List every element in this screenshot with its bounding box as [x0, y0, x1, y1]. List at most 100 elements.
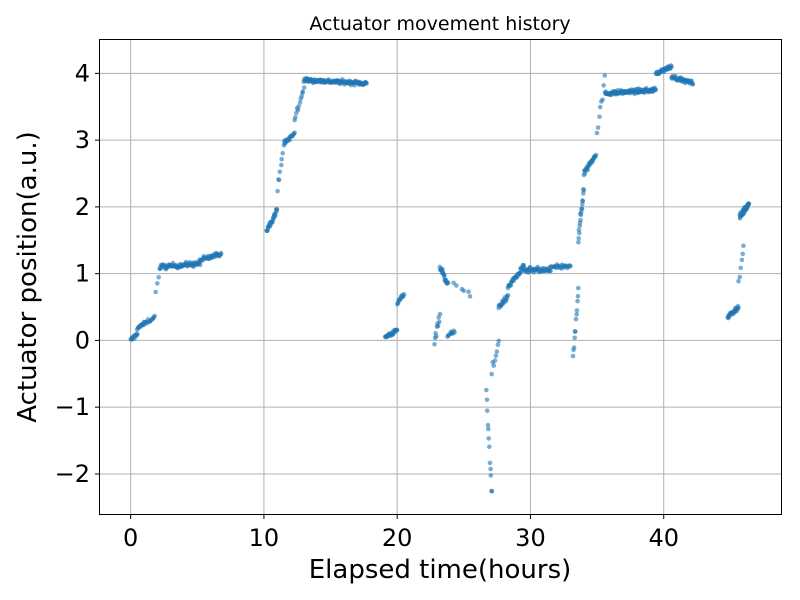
data-point — [495, 342, 501, 348]
data-point — [454, 283, 459, 288]
data-point — [690, 82, 696, 87]
data-point — [280, 150, 286, 156]
y-tick-label: 2 — [75, 193, 90, 221]
data-point — [568, 264, 573, 269]
data-point — [578, 217, 583, 223]
data-point — [496, 338, 502, 344]
data-point — [574, 308, 580, 313]
data-point — [576, 235, 581, 241]
data-point — [573, 316, 579, 322]
data-point — [461, 288, 467, 294]
y-tick-label: 0 — [75, 326, 90, 354]
data-point — [492, 358, 498, 363]
y-axis-ticks: −2 −1 0 1 2 3 4 — [55, 59, 100, 488]
data-point — [485, 422, 491, 428]
data-point — [575, 298, 580, 304]
y-tick-label: 4 — [75, 59, 90, 87]
y-tick-label: −2 — [55, 460, 90, 488]
y-tick-label: 1 — [75, 260, 90, 288]
data-point — [593, 152, 599, 158]
data-point — [576, 285, 581, 291]
data-point — [197, 262, 203, 268]
data-point — [575, 293, 581, 299]
data-point — [433, 334, 439, 339]
data-point — [279, 162, 284, 168]
data-point — [275, 188, 280, 194]
chart-title: Actuator movement history — [309, 13, 570, 35]
data-points — [128, 63, 752, 494]
data-point — [581, 187, 587, 193]
data-point — [571, 345, 577, 350]
data-point — [576, 239, 581, 245]
data-point — [736, 305, 741, 311]
data-point — [445, 280, 451, 285]
plot-frame — [99, 39, 782, 515]
data-point — [489, 488, 495, 494]
data-point — [653, 87, 659, 93]
data-point — [301, 85, 307, 90]
data-point — [505, 293, 511, 298]
data-point — [488, 473, 494, 478]
data-point — [487, 444, 492, 450]
data-point — [296, 104, 302, 109]
data-point — [277, 169, 283, 175]
data-point — [574, 312, 579, 317]
data-point — [740, 251, 745, 257]
data-point — [548, 268, 553, 274]
data-point — [401, 291, 407, 297]
data-point — [580, 198, 585, 204]
data-point — [738, 265, 743, 271]
data-point — [487, 460, 493, 466]
data-point — [570, 353, 576, 359]
data-point — [437, 319, 442, 325]
data-point — [432, 341, 437, 347]
data-point — [300, 89, 306, 94]
data-point — [486, 436, 492, 441]
data-point — [573, 329, 578, 334]
data-point — [669, 64, 674, 69]
y-tick-label: 3 — [75, 126, 90, 154]
data-point — [601, 83, 606, 88]
data-point — [364, 81, 369, 86]
data-point — [484, 387, 489, 393]
data-point — [484, 408, 490, 414]
data-point — [579, 206, 585, 211]
data-point — [491, 363, 497, 368]
data-point — [153, 289, 158, 295]
data-point — [293, 115, 298, 120]
data-point — [746, 201, 752, 206]
data-point — [595, 125, 601, 130]
data-point — [394, 328, 400, 333]
data-point — [155, 281, 160, 286]
data-point — [494, 349, 500, 354]
data-point — [597, 104, 603, 110]
data-point — [276, 177, 282, 183]
data-point — [741, 243, 746, 249]
data-point — [274, 207, 280, 212]
data-point — [295, 108, 301, 113]
data-point — [135, 331, 140, 337]
data-point — [737, 274, 743, 280]
y-tick-label: −1 — [55, 393, 90, 421]
x-tick-label: 30 — [515, 524, 546, 552]
data-point — [466, 289, 471, 295]
data-point — [279, 156, 285, 162]
data-point — [437, 311, 443, 317]
data-point — [467, 294, 473, 299]
data-point — [572, 335, 577, 341]
data-point — [597, 114, 602, 119]
grid-lines — [100, 40, 781, 514]
data-point — [218, 250, 224, 256]
data-point — [577, 230, 582, 236]
data-point — [299, 94, 305, 99]
x-axis-label: Elapsed time(hours) — [309, 555, 572, 585]
data-point — [488, 466, 493, 472]
data-point — [602, 73, 608, 78]
x-axis-ticks: 0 10 20 30 40 — [123, 514, 679, 552]
data-point — [452, 330, 457, 335]
data-point — [156, 275, 161, 280]
data-point — [484, 397, 490, 403]
y-axis-label: Actuator position(a.u.) — [13, 131, 43, 423]
data-point — [739, 257, 745, 263]
x-tick-label: 10 — [249, 524, 280, 552]
